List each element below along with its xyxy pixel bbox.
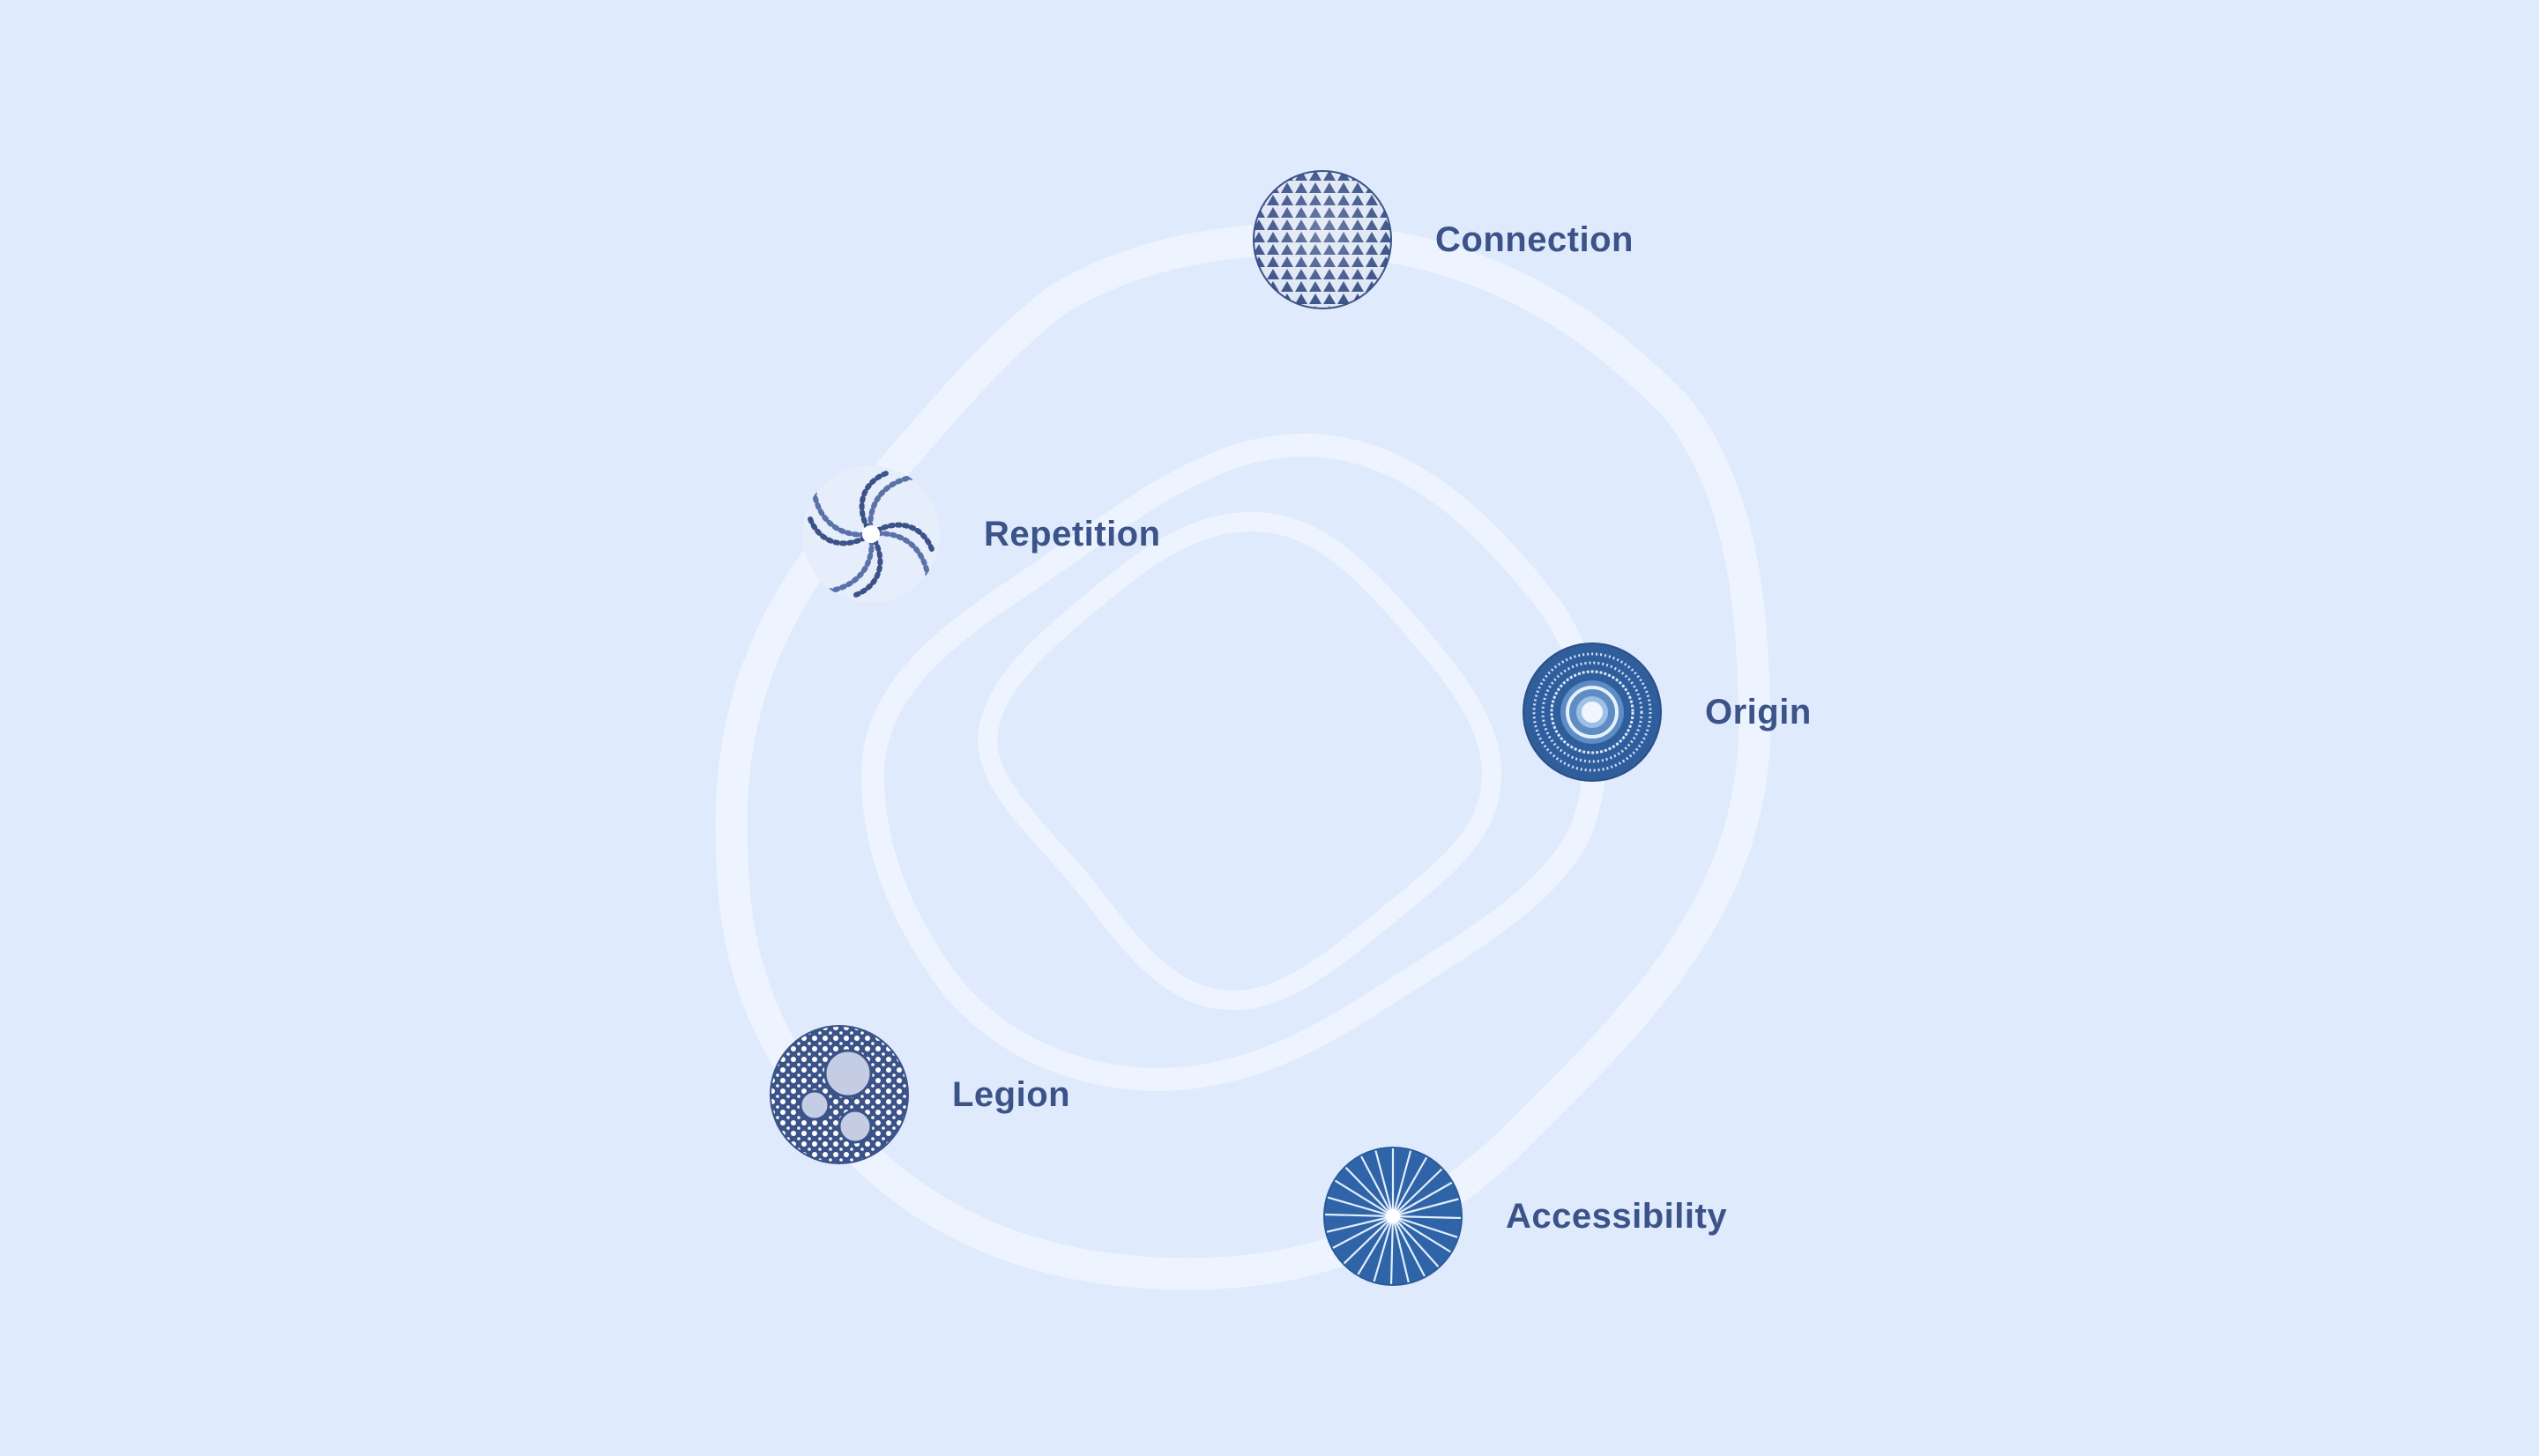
node-label: Origin: [1705, 692, 1812, 732]
node-accessibility: Accessibility: [1322, 1146, 1727, 1287]
radial-burst-icon: [1323, 1147, 1463, 1286]
node-legion: Legion: [769, 1024, 1070, 1165]
outer-ring: [715, 223, 1770, 1290]
node-label: Connection: [1435, 219, 1634, 259]
swirl-icon: [802, 465, 940, 603]
node-origin: Origin: [1522, 642, 1812, 783]
inner-ring: [978, 512, 1501, 1010]
node-label: Accessibility: [1506, 1196, 1728, 1236]
node-connection: Connection: [1252, 169, 1634, 310]
geodesic-sphere-icon: [1253, 170, 1392, 309]
node-label: Legion: [952, 1074, 1071, 1114]
node-repetition: Repetition: [800, 464, 1161, 605]
concentric-rings-icon: [1523, 643, 1662, 782]
bubbles-icon: [770, 1025, 909, 1164]
node-label: Repetition: [984, 514, 1161, 553]
